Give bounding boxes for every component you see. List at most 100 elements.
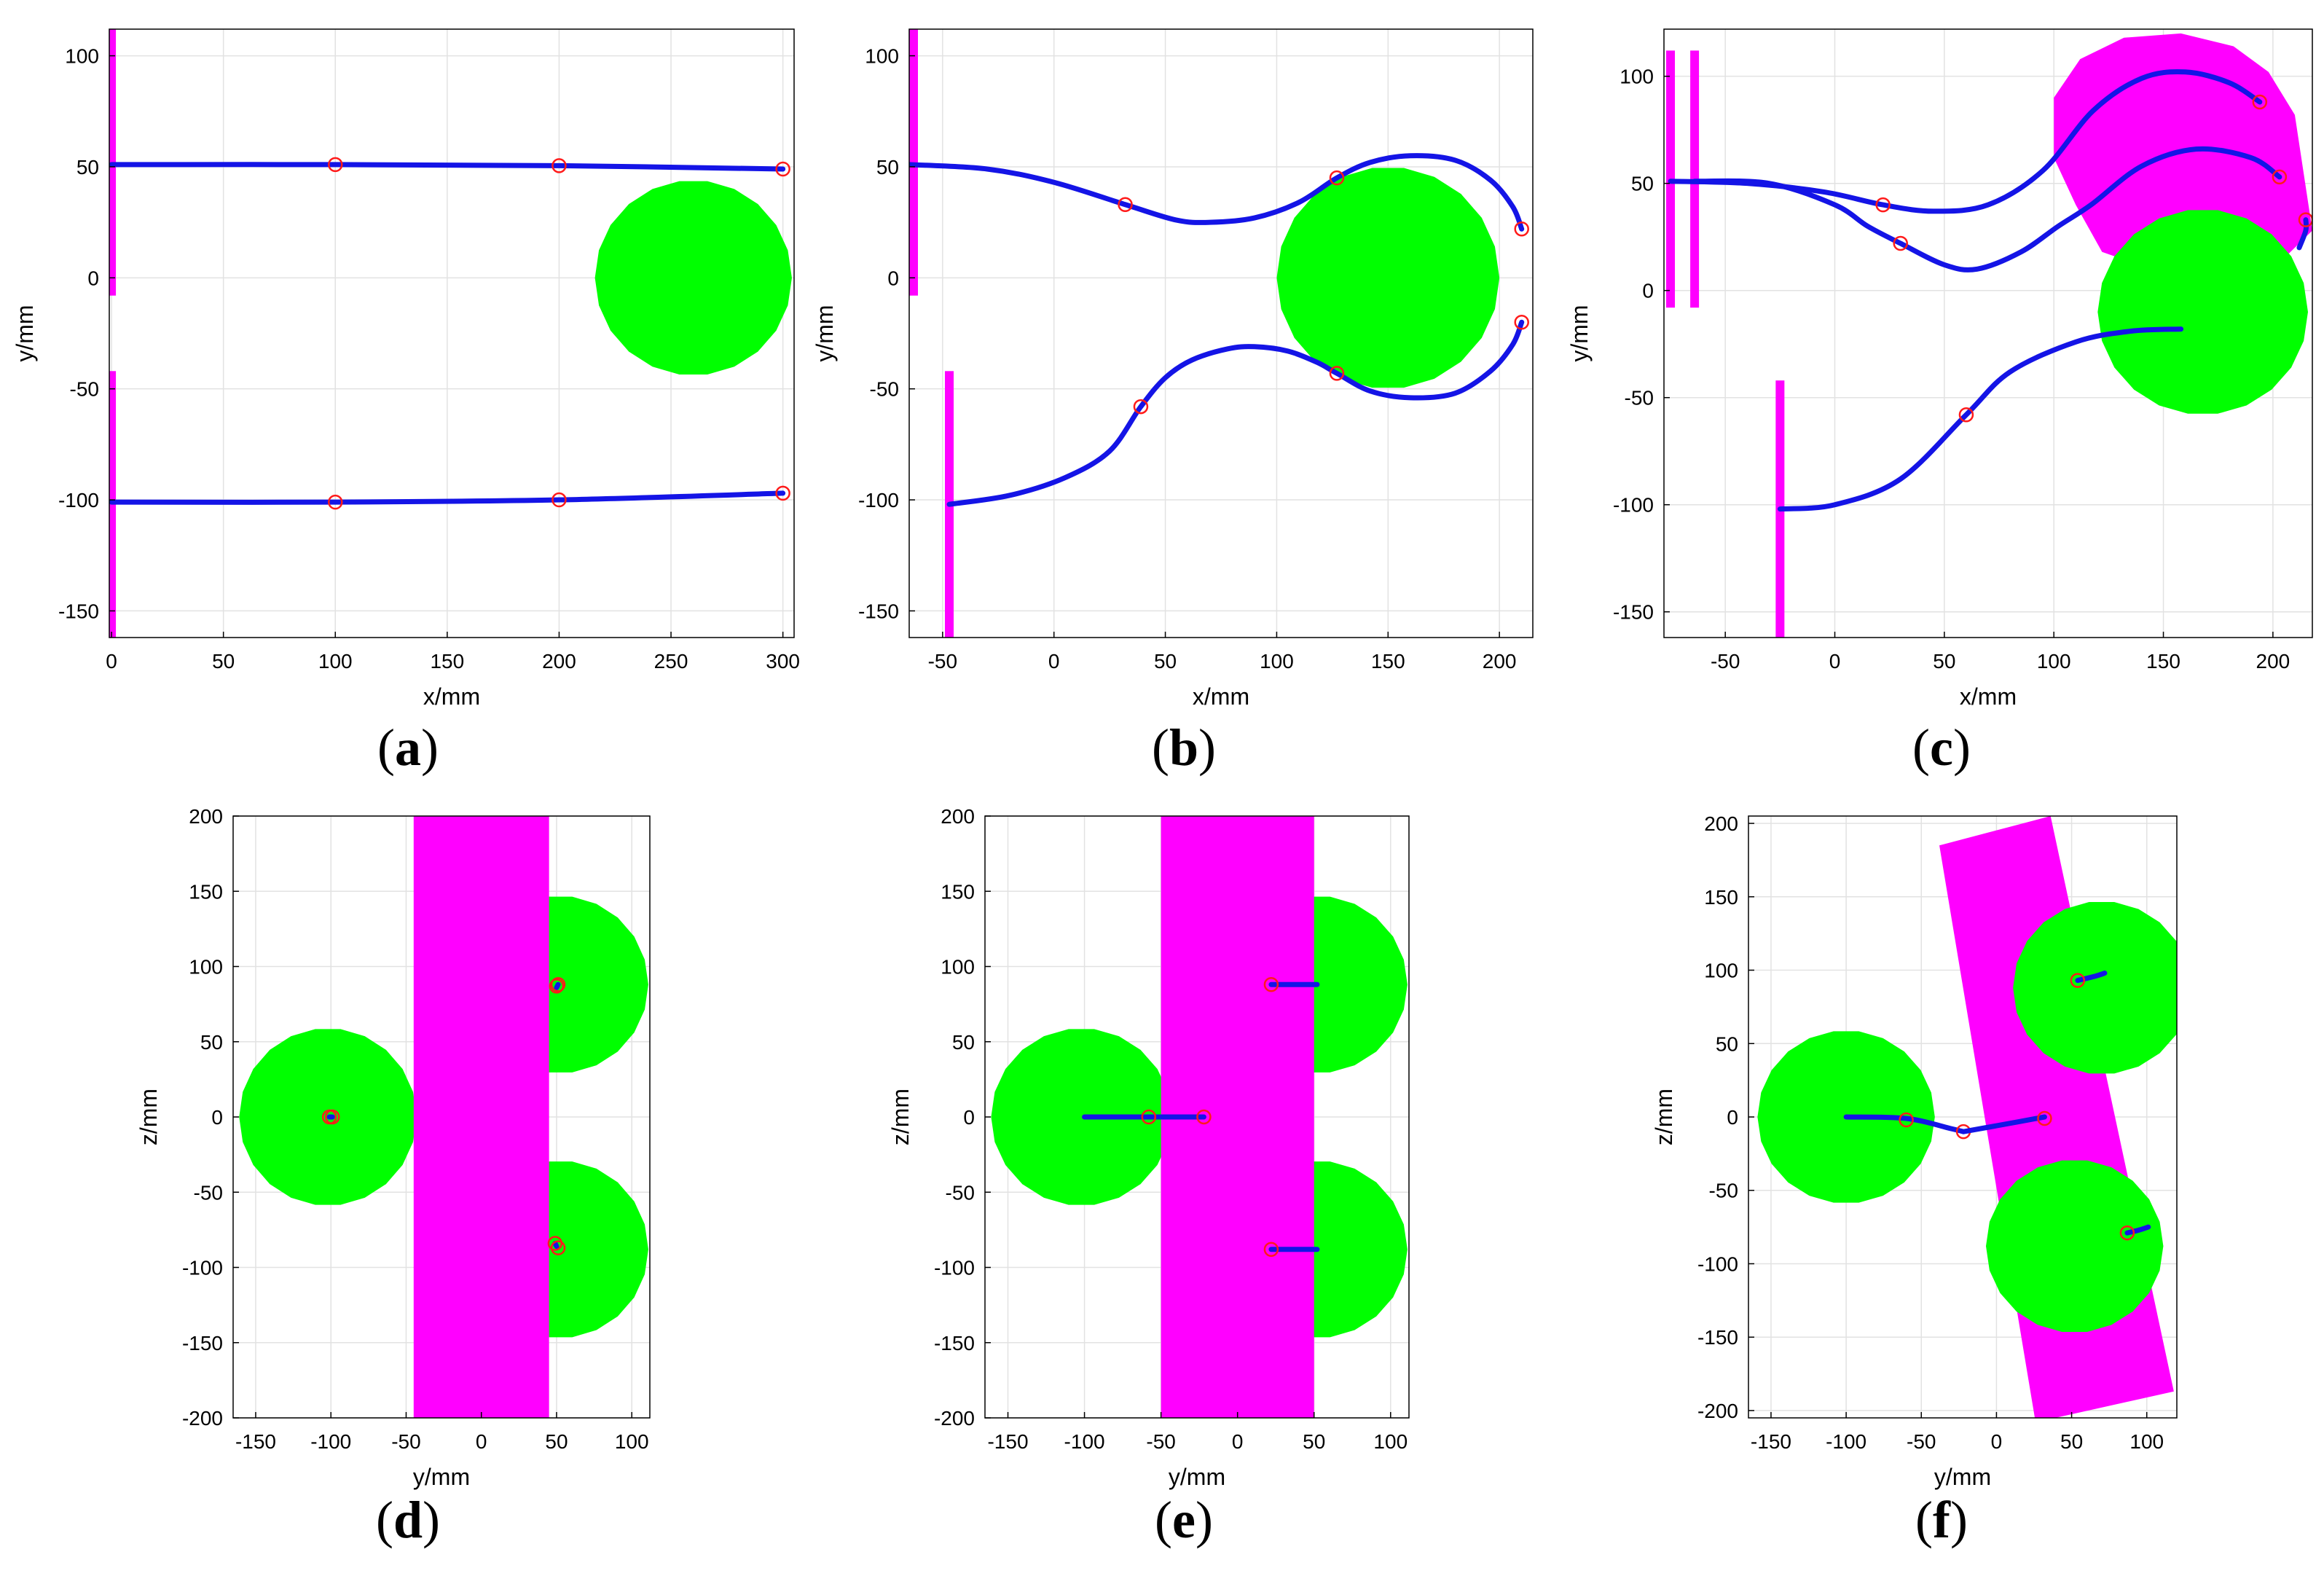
node-marker <box>550 977 566 992</box>
x-tick-label: 50 <box>545 1430 568 1453</box>
x-tick-label: -150 <box>1751 1430 1791 1453</box>
node-marker <box>328 157 343 173</box>
node-marker <box>551 158 567 173</box>
y-tick-label: -100 <box>1613 494 1654 517</box>
node-marker <box>1893 235 1908 251</box>
x-tick-label: 200 <box>2256 650 2290 673</box>
x-axis-label: y/mm <box>413 1464 470 1490</box>
chart-panel-b: -50 0 50 100 150 200 -150 -100 -50 0 50 100 x/mm y/mm… <box>812 28 1534 777</box>
x-tick-label: 50 <box>2060 1430 2083 1453</box>
plot-area <box>991 816 1408 1418</box>
y-axis-label: y/mm <box>12 305 38 361</box>
x-tick-label: 100 <box>1260 650 1294 673</box>
node-marker <box>1958 407 1974 423</box>
node-marker <box>775 161 790 177</box>
base-body-rect <box>413 816 549 1418</box>
node-marker <box>1514 315 1529 330</box>
y-axis-label: y/mm <box>1566 305 1593 361</box>
obstacle-circle <box>2013 902 2177 1074</box>
y-tick-label: 50 <box>1716 1032 1738 1055</box>
node-marker <box>2070 973 2086 988</box>
x-tick-label: 50 <box>1154 650 1177 673</box>
y-tick-label: -150 <box>182 1332 223 1354</box>
x-axis-label: y/mm <box>1934 1464 1991 1490</box>
y-tick-label: 100 <box>941 956 975 979</box>
x-tick-label: -150 <box>987 1430 1028 1453</box>
x-tick-label: -50 <box>391 1430 420 1453</box>
node-marker <box>1263 977 1279 992</box>
x-tick-label: 150 <box>2146 650 2180 673</box>
y-tick-label: -100 <box>858 489 899 511</box>
x-tick-label: 0 <box>1829 650 1841 673</box>
obstacle-circle <box>1985 1160 2164 1332</box>
x-tick-label: 300 <box>766 650 800 673</box>
y-axis-label: z/mm <box>887 1089 914 1145</box>
obstacle-circle <box>991 1029 1172 1205</box>
panel-label: (a) <box>377 718 439 777</box>
y-tick-label: 0 <box>887 267 899 289</box>
chart-panel-f: -150 -100 -50 0 50 100 -200 -150 -100 -50 0 50 100 15… <box>1651 812 2178 1549</box>
y-tick-label: 0 <box>211 1106 223 1129</box>
x-axis-label: x/mm <box>1960 683 2017 710</box>
plot-area <box>1757 816 2177 1418</box>
y-tick-label: -100 <box>58 489 99 511</box>
y-tick-label: -50 <box>1625 387 1654 409</box>
trajectory-s4 <box>2124 1224 2151 1236</box>
trajectory-lower <box>1777 326 2184 512</box>
trajectory-s2 <box>554 981 561 990</box>
y-tick-label: -50 <box>870 378 899 401</box>
x-axis-label: x/mm <box>423 683 480 710</box>
node-marker <box>1329 366 1345 381</box>
obstacle-circle <box>1276 168 1500 388</box>
x-tick-label: 0 <box>106 650 117 673</box>
x-tick-label: 100 <box>2037 650 2071 673</box>
x-tick-label: -100 <box>1064 1430 1105 1453</box>
trajectory-tip <box>2296 217 2309 251</box>
y-tick-label: -50 <box>946 1181 975 1204</box>
panel-label: (b) <box>1152 718 1216 777</box>
x-tick-label: 50 <box>1303 1430 1325 1453</box>
plot-area <box>1666 33 2312 638</box>
node-marker <box>2252 94 2268 110</box>
y-tick-label: -150 <box>858 600 899 622</box>
axes-frame <box>908 28 1534 638</box>
trajectory-s2 <box>1960 1114 2047 1134</box>
y-tick-label: -50 <box>70 378 99 401</box>
node-marker <box>1118 197 1133 212</box>
y-axis-label: z/mm <box>1651 1089 1677 1145</box>
plot-area <box>239 816 648 1418</box>
y-tick-label: -100 <box>1697 1252 1738 1275</box>
y-tick-label: -150 <box>934 1332 975 1354</box>
x-tick-label: 200 <box>542 650 576 673</box>
x-tick-label: 0 <box>1991 1430 2003 1453</box>
y-tick-label: 200 <box>941 805 975 828</box>
x-tick-label: -50 <box>1146 1430 1175 1453</box>
trajectory-lower <box>946 319 1525 507</box>
plot-area <box>909 29 1529 638</box>
x-tick-label: 50 <box>1933 650 1955 673</box>
y-tick-label: 200 <box>1704 812 1738 835</box>
x-tick-label: 100 <box>615 1430 649 1453</box>
node-marker <box>1875 197 1891 213</box>
y-tick-label: 0 <box>1727 1106 1738 1129</box>
y-tick-label: -150 <box>1697 1326 1738 1349</box>
node-marker <box>2037 1110 2052 1126</box>
node-marker <box>775 485 790 501</box>
trajectory-middle <box>1692 146 2282 273</box>
node-marker <box>328 494 343 510</box>
y-tick-label: 100 <box>189 956 223 979</box>
node-marker <box>1514 221 1529 237</box>
y-tick-label: 0 <box>1642 280 1654 302</box>
y-tick-label: -50 <box>1709 1180 1738 1202</box>
node-marker <box>551 492 567 508</box>
x-tick-label: 50 <box>212 650 235 673</box>
y-tick-label: -100 <box>934 1257 975 1279</box>
node-marker <box>2272 169 2288 185</box>
x-tick-label: -150 <box>235 1430 276 1453</box>
node-marker <box>1133 399 1149 415</box>
node-marker <box>1263 1242 1279 1257</box>
x-tick-label: 100 <box>318 650 353 673</box>
y-tick-label: 0 <box>87 267 99 289</box>
x-tick-label: 200 <box>1483 650 1517 673</box>
